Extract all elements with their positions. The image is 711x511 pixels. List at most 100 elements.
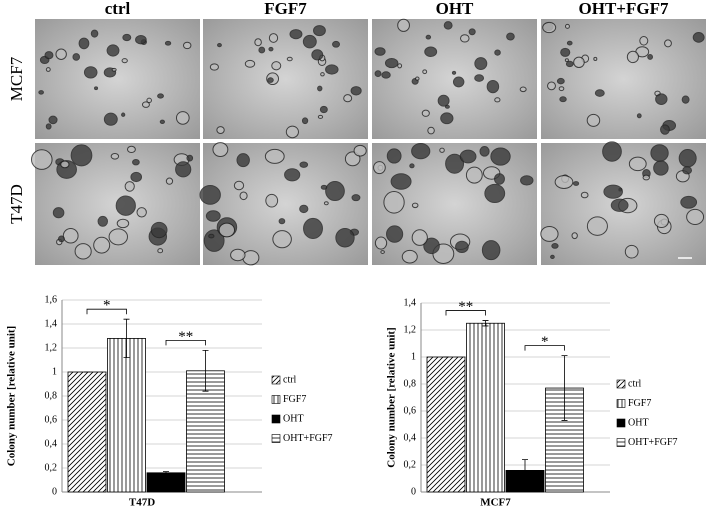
cell	[381, 71, 391, 79]
cell	[126, 145, 136, 153]
cell	[573, 56, 585, 68]
cell	[175, 161, 192, 178]
cell	[593, 56, 598, 62]
cell	[550, 254, 555, 260]
cell	[83, 66, 98, 79]
cell	[551, 243, 559, 249]
cell	[452, 76, 465, 88]
bar	[107, 337, 146, 493]
cell	[350, 86, 362, 96]
cell	[580, 191, 589, 199]
micrograph	[203, 19, 368, 139]
legend-label: FGF7	[283, 394, 306, 405]
cell	[135, 35, 147, 45]
cell	[325, 181, 345, 202]
cell	[484, 183, 506, 203]
cell	[425, 34, 432, 40]
y-tick-label: 0,4	[404, 432, 417, 443]
cell	[325, 64, 339, 75]
cell	[209, 63, 219, 71]
cell	[93, 236, 111, 254]
cell	[445, 153, 465, 174]
cell	[216, 126, 225, 134]
cell	[268, 46, 274, 52]
cell	[459, 149, 477, 164]
cell	[264, 148, 285, 164]
legend-swatch	[616, 438, 626, 447]
cell	[373, 161, 386, 175]
cell	[52, 207, 65, 219]
legend-swatch	[616, 399, 626, 408]
cell	[199, 185, 221, 205]
cell	[586, 216, 608, 236]
cell	[317, 114, 324, 119]
y-tick-label: 0,8	[404, 378, 417, 389]
cell	[451, 70, 457, 75]
cell	[397, 18, 410, 32]
cell	[664, 39, 672, 48]
cell	[236, 153, 250, 168]
cell	[94, 86, 99, 91]
cell	[474, 74, 485, 82]
cell	[205, 210, 221, 222]
error-bar	[482, 320, 489, 327]
column-label: OHT	[436, 0, 474, 18]
cell	[62, 227, 79, 244]
y-tick-label: 0	[52, 486, 57, 497]
cell	[624, 244, 639, 259]
legend-label: OHT	[283, 413, 304, 424]
cell	[132, 158, 140, 166]
cell	[74, 243, 92, 260]
cell	[106, 44, 120, 57]
significance-bracket	[86, 308, 127, 315]
cell	[486, 79, 500, 94]
y-tick-label: 0,6	[404, 405, 417, 416]
micrograph-grid	[30, 18, 706, 266]
cell	[686, 208, 705, 225]
cell	[494, 97, 501, 103]
cell	[558, 86, 565, 92]
legend-label: OHT+FGF7	[283, 433, 333, 444]
y-axis-label: Colony number [relative unit]	[6, 326, 18, 466]
cell	[44, 51, 54, 60]
cell	[121, 58, 128, 64]
cell	[636, 113, 642, 119]
error-bar	[123, 318, 130, 358]
cell	[444, 104, 450, 109]
cell	[319, 105, 328, 114]
error-bar	[202, 350, 209, 392]
cell	[494, 173, 505, 185]
cell	[175, 111, 190, 125]
legend-swatch	[271, 395, 281, 404]
cell	[468, 28, 476, 36]
cell	[423, 237, 440, 255]
cell	[136, 207, 147, 218]
cell	[272, 230, 292, 249]
cell	[603, 184, 623, 199]
cell	[141, 101, 150, 108]
cell	[233, 180, 245, 191]
cell	[60, 160, 70, 169]
cell	[424, 46, 438, 58]
cell	[320, 72, 325, 77]
cell	[610, 198, 629, 212]
cell	[258, 46, 266, 54]
cell	[639, 36, 649, 46]
legend-label: OHT+FGF7	[628, 437, 678, 448]
cell	[121, 112, 126, 117]
cell	[653, 160, 669, 176]
cell	[409, 163, 415, 169]
cell	[351, 194, 361, 202]
y-tick-label: 1	[411, 351, 416, 362]
cell	[323, 201, 329, 206]
legend-label: OHT	[628, 417, 649, 428]
cell	[660, 124, 670, 135]
cell	[680, 195, 698, 209]
significance-bracket	[445, 310, 486, 316]
cell	[374, 236, 388, 250]
cell	[57, 235, 65, 243]
cell	[122, 33, 132, 42]
error-bar	[163, 471, 169, 475]
y-tick-label: 1,4	[45, 318, 58, 329]
